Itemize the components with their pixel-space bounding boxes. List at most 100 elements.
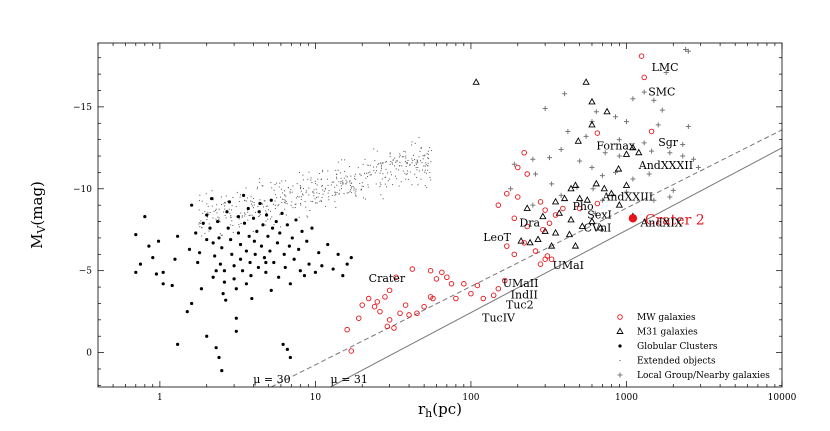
extended-object-point — [258, 215, 260, 217]
extended-object-point — [275, 194, 277, 196]
extended-object-point — [208, 230, 210, 232]
extended-object-point — [355, 188, 357, 190]
lg-point — [670, 187, 676, 193]
extended-object-point — [285, 202, 287, 204]
extended-object-point — [225, 195, 227, 197]
m31-point — [583, 196, 591, 203]
extended-object-point — [211, 190, 213, 192]
mw-point — [382, 294, 388, 300]
extended-object-point — [206, 218, 208, 220]
extended-object-point — [380, 168, 382, 170]
extended-object-point — [314, 198, 316, 200]
x-tick-label: 1 — [157, 393, 163, 403]
extended-object-point — [251, 214, 253, 216]
gc-point — [280, 211, 284, 215]
extended-object-point — [253, 204, 255, 206]
extended-object-point — [354, 192, 356, 194]
extended-object-point — [400, 181, 402, 183]
extended-object-point — [289, 191, 291, 193]
extended-object-point — [226, 200, 228, 202]
lg-point — [663, 69, 669, 75]
gc-point — [220, 369, 224, 373]
extended-object-point — [313, 189, 315, 191]
lg-point — [685, 48, 691, 54]
gc-point — [244, 282, 249, 286]
extended-object-point — [349, 190, 351, 192]
extended-object-point — [259, 199, 261, 201]
gc-point — [238, 242, 243, 247]
gc-point — [151, 255, 155, 260]
extended-object-point — [284, 208, 286, 210]
m31-point — [629, 143, 637, 151]
mw-point — [524, 171, 530, 177]
extended-object-point — [355, 190, 357, 192]
extended-object-point — [412, 160, 414, 162]
extended-object-point — [332, 181, 334, 183]
extended-object-point — [302, 174, 304, 176]
gc-point — [264, 260, 268, 265]
extended-object-point — [338, 181, 340, 183]
extended-object-point — [244, 212, 246, 214]
extended-object-point — [204, 210, 206, 212]
object-label: SMC — [648, 85, 675, 98]
gc-point — [216, 219, 220, 224]
legend-label: Globular Clusters — [637, 342, 718, 352]
extended-object-point — [350, 187, 352, 189]
extended-object-point — [418, 170, 420, 172]
lg-point — [630, 96, 636, 102]
extended-object-point — [406, 170, 408, 172]
legend-lg-marker — [617, 372, 623, 378]
extended-object-point — [390, 171, 392, 173]
extended-object-point — [423, 165, 425, 167]
lg-point — [655, 122, 661, 128]
gc-point — [226, 226, 230, 230]
extended-object-point — [251, 201, 253, 203]
extended-object-point — [239, 196, 241, 198]
gc-point — [264, 270, 268, 274]
mw-point — [386, 287, 393, 294]
gc-point — [253, 252, 257, 256]
mw-point — [641, 74, 647, 81]
gc-point — [250, 296, 254, 301]
extended-object-point — [387, 180, 389, 182]
extended-object-point — [308, 194, 310, 196]
object-label: TucIV — [482, 311, 516, 324]
extended-object-point — [232, 231, 234, 233]
lg-point — [616, 153, 622, 159]
mw-point — [406, 312, 412, 318]
extended-object-point — [343, 192, 345, 194]
gc-point — [281, 342, 285, 347]
extended-object-point — [296, 183, 298, 185]
extended-object-point — [200, 222, 202, 224]
extended-object-point — [286, 203, 288, 205]
gc-point — [227, 200, 232, 204]
lg-point — [685, 124, 691, 130]
extended-object-point — [345, 175, 347, 177]
mw-point — [515, 194, 521, 200]
extended-object-point — [331, 181, 333, 183]
m31-point — [551, 228, 560, 236]
mw-point — [409, 266, 416, 272]
x-tick-label: 10000 — [768, 393, 797, 403]
legend-ext-marker — [619, 360, 621, 361]
extended-object-point — [411, 141, 413, 143]
extended-object-point — [310, 177, 312, 179]
extended-object-point — [395, 175, 397, 177]
extended-object-point — [265, 224, 267, 226]
lg-point — [646, 171, 652, 177]
mw-point — [359, 302, 365, 308]
gc-point — [345, 262, 349, 266]
extended-object-point — [362, 197, 364, 199]
extended-object-point — [199, 194, 201, 196]
extended-object-point — [360, 188, 362, 190]
extended-object-point — [357, 167, 359, 169]
extended-object-point — [417, 166, 419, 168]
mw-point — [374, 299, 381, 305]
extended-object-point — [245, 200, 247, 202]
extended-object-point — [398, 156, 400, 158]
gc-point — [234, 287, 238, 291]
extended-object-point — [201, 235, 203, 237]
m31-point — [574, 137, 582, 144]
gc-point — [214, 346, 218, 350]
mw-point — [448, 281, 455, 287]
